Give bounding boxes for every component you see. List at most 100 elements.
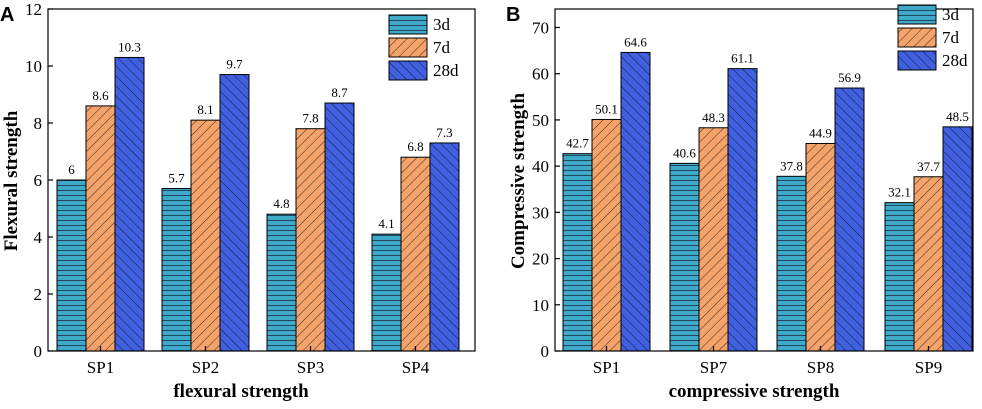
value-label: 9.7	[226, 57, 243, 72]
value-label: 4.8	[273, 196, 289, 211]
legend-label: 7d	[942, 28, 960, 47]
y-tick-labels: 0 10 20 30 40 50 60 70	[532, 18, 560, 361]
legend-swatch-3d	[897, 4, 937, 25]
legend: 3d 7d 28d	[388, 14, 459, 81]
value-label: 42.7	[566, 136, 589, 151]
value-labels: 42.7 50.1 64.6 40.6 48.3 61.1 37.8 44.9 56.9 32.1…	[566, 34, 969, 199]
bar-28d-SP4	[429, 142, 460, 352]
y-tick-label: 0	[34, 342, 43, 361]
bar-28d-SP1	[114, 56, 145, 352]
legend-label: 3d	[942, 5, 960, 24]
bar-3d-SP4	[371, 233, 402, 352]
value-label: 64.6	[624, 34, 647, 49]
bar-28d-SP2	[219, 74, 250, 352]
value-label: 44.9	[809, 125, 832, 140]
category-labels: SP1 SP2 SP3 SP4	[87, 346, 430, 377]
bar-3d-SP2	[161, 188, 192, 352]
legend-swatch-7d	[897, 27, 937, 48]
bar-7d-SP3	[295, 128, 326, 352]
value-label: 7.3	[436, 125, 452, 140]
bar-28d-SP7	[727, 68, 758, 352]
value-label: 8.6	[92, 88, 109, 103]
y-tick-label: 50	[532, 111, 549, 130]
value-label: 48.3	[702, 110, 725, 125]
bar-3d-SP1	[562, 153, 593, 352]
bar-7d-SP1	[591, 118, 622, 352]
value-label: 4.1	[378, 216, 394, 231]
category-label: SP2	[192, 358, 219, 377]
y-tick-label: 10	[25, 57, 42, 76]
bar-3d-SP9	[884, 202, 915, 352]
legend-label: 7d	[433, 38, 451, 57]
panel-letter-b: B	[506, 4, 520, 26]
y-tick-label: 10	[532, 296, 549, 315]
legend-label: 3d	[433, 15, 451, 34]
value-label: 50.1	[595, 101, 618, 116]
value-label: 61.1	[731, 51, 754, 66]
category-label: SP7	[700, 358, 728, 377]
bars	[562, 51, 973, 352]
value-label: 40.6	[673, 145, 696, 160]
value-label: 37.7	[917, 159, 940, 174]
x-axis-title: flexural strength	[173, 381, 309, 402]
y-tick-label: 30	[532, 203, 549, 222]
value-label: 8.7	[331, 85, 348, 100]
y-tick-label: 2	[34, 285, 43, 304]
bar-28d-SP9	[942, 126, 973, 352]
bar-7d-SP4	[400, 156, 431, 352]
category-label: SP4	[402, 358, 430, 377]
legend-swatch-28d	[388, 60, 428, 81]
category-labels: SP1 SP7 SP8 SP9	[593, 346, 942, 377]
bar-3d-SP8	[776, 175, 807, 352]
bar-7d-SP2	[190, 119, 221, 352]
bar-28d-SP8	[834, 87, 865, 352]
y-axis-title: Flexural strength	[1, 110, 22, 251]
category-label: SP9	[915, 358, 942, 377]
y-tick-label: 0	[541, 342, 550, 361]
y-tick-label: 6	[34, 171, 43, 190]
category-label: SP8	[807, 358, 834, 377]
bar-3d-SP7	[669, 162, 700, 352]
value-label: 32.1	[888, 185, 911, 200]
bar-7d-SP7	[698, 127, 729, 352]
plot-frame	[47, 8, 476, 352]
panel-a: A Flexural strength flexural strength 0 2…	[0, 0, 476, 402]
legend-swatch-3d	[388, 14, 428, 35]
value-label: 7.8	[302, 111, 318, 126]
value-label: 56.9	[838, 70, 861, 85]
y-tick-label: 20	[532, 250, 549, 269]
y-tick-label: 60	[532, 65, 549, 84]
value-label: 6.8	[407, 139, 423, 154]
panel-b: B Compressive strength compressive stren…	[506, 4, 974, 402]
value-label: 5.7	[168, 171, 185, 186]
legend-swatch-7d	[388, 37, 428, 58]
bar-3d-SP1	[56, 179, 87, 352]
bar-28d-SP1	[620, 51, 651, 352]
plot-frame	[554, 8, 974, 352]
category-label: SP1	[87, 358, 114, 377]
legend-label: 28d	[433, 61, 459, 80]
bar-7d-SP8	[805, 142, 836, 352]
value-labels: 6 8.6 10.3 5.7 8.1 9.7 4.8 7.8 8.7 4.1 6.8 7.3	[68, 39, 452, 231]
bar-28d-SP3	[324, 102, 355, 352]
legend: 3d 7d 28d	[897, 4, 968, 71]
value-label: 10.3	[118, 39, 141, 54]
legend-swatch-28d	[897, 50, 937, 71]
value-label: 37.8	[780, 158, 803, 173]
y-tick-labels: 0 2 4 6 8 10 12	[25, 0, 53, 361]
category-label: SP3	[297, 358, 324, 377]
y-tick-label: 4	[34, 228, 43, 247]
x-axis-title: compressive strength	[669, 381, 840, 402]
bars	[56, 56, 460, 352]
y-tick-label: 12	[25, 0, 42, 19]
value-label: 6	[68, 162, 75, 177]
bar-3d-SP3	[266, 213, 297, 352]
value-label: 8.1	[197, 102, 213, 117]
y-axis-title: Compressive strength	[508, 93, 529, 270]
y-tick-label: 8	[34, 114, 43, 133]
bar-7d-SP9	[913, 176, 944, 352]
y-tick-label: 70	[532, 18, 549, 37]
bar-7d-SP1	[85, 105, 116, 352]
value-label: 48.5	[946, 109, 969, 124]
